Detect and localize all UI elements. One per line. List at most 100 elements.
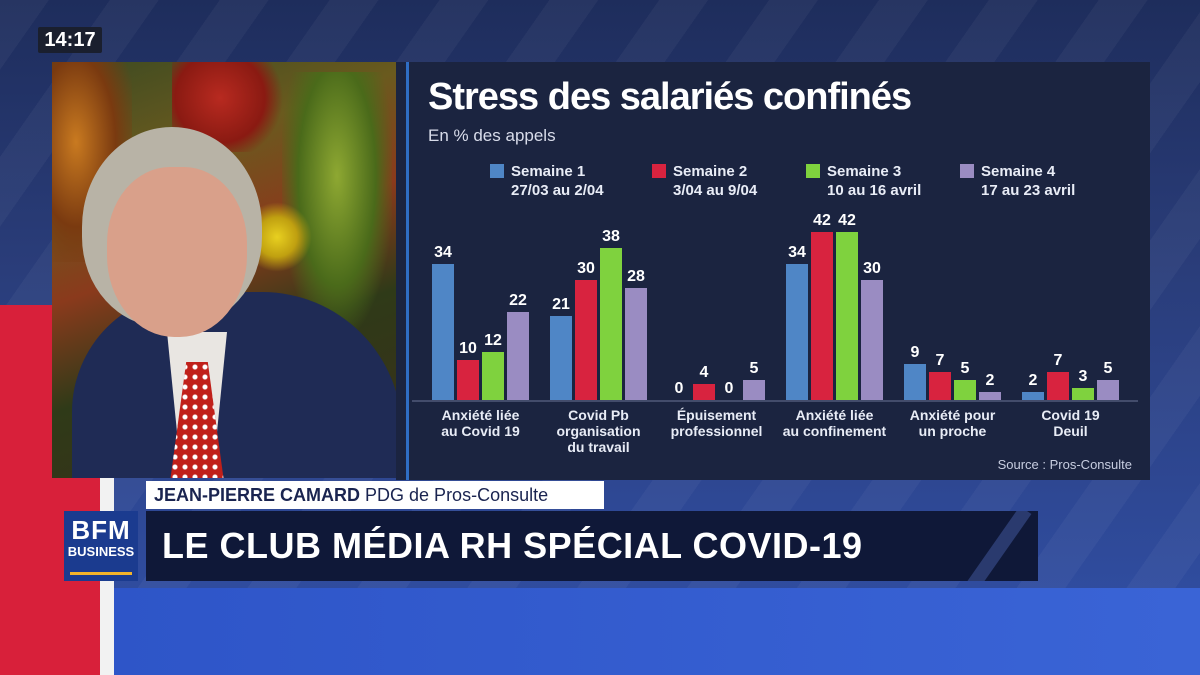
bar (861, 280, 883, 400)
category-label-line: Épuisement (677, 407, 757, 423)
legend-swatch (490, 164, 504, 178)
category-label-line: Anxiété liée (442, 407, 520, 423)
data-label: 34 (788, 244, 806, 261)
bar (1047, 372, 1069, 400)
data-label: 5 (750, 360, 759, 377)
legend-swatch (960, 164, 974, 178)
legend-period: 3/04 au 9/04 (673, 182, 758, 199)
category-label-line: Deuil (1053, 423, 1087, 439)
category-label-line: organisation (556, 423, 640, 439)
bar (575, 280, 597, 400)
panel-accent (406, 62, 409, 480)
data-label: 28 (627, 268, 645, 285)
logo-line-2: BUSINESS (67, 544, 135, 559)
bar (550, 316, 572, 400)
category-label: Covid 19 Deuil (1041, 407, 1100, 439)
category-label: Anxiété liée au Covid 19 (441, 407, 520, 439)
bar (904, 364, 926, 400)
category-label-line: professionnel (671, 423, 763, 439)
legend-item-3: Semaine 3 10 au 16 avril (806, 162, 921, 200)
data-label: 4 (700, 364, 709, 381)
bar (1072, 388, 1094, 400)
bar (786, 264, 808, 400)
bar (979, 392, 1001, 400)
bar (836, 232, 858, 400)
logo-line-1: BFM (71, 515, 131, 545)
legend-item-4: Semaine 4 17 au 23 avril (960, 162, 1075, 200)
category-label-line: au confinement (783, 423, 887, 439)
category-label-line: Anxiété pour (910, 407, 996, 423)
category-label-line: un proche (919, 423, 987, 439)
data-label: 5 (961, 360, 970, 377)
data-label: 3 (1079, 368, 1088, 385)
legend-label: Semaine 3 (827, 163, 902, 180)
bar (457, 360, 479, 400)
bfm-business-logo: BFM BUSINESS (64, 511, 138, 581)
chart-subtitle: En % des appels (428, 126, 556, 145)
legend-period: 17 au 23 avril (981, 182, 1076, 199)
legend-item-1: Semaine 1 27/03 au 2/04 (490, 162, 604, 200)
data-label: 2 (1029, 372, 1038, 389)
category-label: Anxiété liée au confinement (783, 407, 887, 439)
category-label-line: Covid Pb (568, 407, 629, 423)
data-label: 2 (986, 372, 995, 389)
bar (954, 380, 976, 400)
person-face (107, 167, 247, 337)
data-label: 9 (911, 344, 920, 361)
data-label: 30 (577, 260, 595, 277)
legend-period: 10 au 16 avril (827, 182, 922, 199)
chart-title: Stress des salariés confinés (428, 76, 912, 118)
category-label-line: Anxiété liée (796, 407, 874, 423)
category-label: Covid Pb organisation du travail (556, 407, 640, 455)
category-label-line: au Covid 19 (441, 423, 520, 439)
bottom-band (114, 588, 1200, 675)
bar (743, 380, 765, 400)
bar (929, 372, 951, 400)
clock: 14:17 (38, 27, 102, 53)
data-label: 34 (434, 244, 452, 261)
bar (1022, 392, 1044, 400)
legend-swatch (652, 164, 666, 178)
chart-source: Source : Pros-Consulte (997, 457, 1132, 472)
name-bar: JEAN-PIERRE CAMARD PDG de Pros-Consulte (146, 481, 604, 509)
bar (625, 288, 647, 400)
guest-role: PDG de Pros-Consulte (365, 485, 549, 505)
data-label: 12 (484, 332, 502, 349)
guest-name: JEAN-PIERRE CAMARD (154, 485, 361, 505)
headline-bar: LE CLUB MÉDIA RH SPÉCIAL COVID-19 (146, 511, 1038, 581)
legend-period: 27/03 au 2/04 (511, 182, 604, 199)
bar (432, 264, 454, 400)
category-label: Anxiété pour un proche (910, 407, 996, 439)
data-label: 30 (863, 260, 881, 277)
bar (482, 352, 504, 400)
category-label: Épuisement professionnel (671, 407, 763, 439)
legend-label: Semaine 2 (673, 163, 748, 180)
category-label-line: du travail (567, 439, 629, 455)
logo-underline (70, 572, 132, 575)
legend-item-2: Semaine 2 3/04 au 9/04 (652, 162, 757, 200)
legend-label: Semaine 4 (981, 163, 1056, 180)
person-suit (72, 292, 396, 478)
data-label: 0 (675, 380, 684, 397)
data-label: 21 (552, 296, 570, 313)
data-label: 42 (813, 212, 831, 229)
headline-text: LE CLUB MÉDIA RH SPÉCIAL COVID-19 (162, 525, 863, 566)
guest-video (52, 62, 396, 478)
legend-swatch (806, 164, 820, 178)
bar (600, 248, 622, 400)
data-label: 10 (459, 340, 477, 357)
data-label: 38 (602, 228, 620, 245)
legend-label: Semaine 1 (511, 163, 586, 180)
headline-decoration (950, 511, 1038, 581)
data-label: 0 (725, 380, 734, 397)
category-label-line: Covid 19 (1041, 407, 1100, 423)
bar (1097, 380, 1119, 400)
bar (693, 384, 715, 400)
data-label: 22 (509, 292, 527, 309)
bar (507, 312, 529, 400)
data-label: 42 (838, 212, 856, 229)
data-label: 5 (1104, 360, 1113, 377)
data-label: 7 (936, 352, 945, 369)
chart-panel: Stress des salariés confinés En % des ap… (396, 62, 1150, 480)
